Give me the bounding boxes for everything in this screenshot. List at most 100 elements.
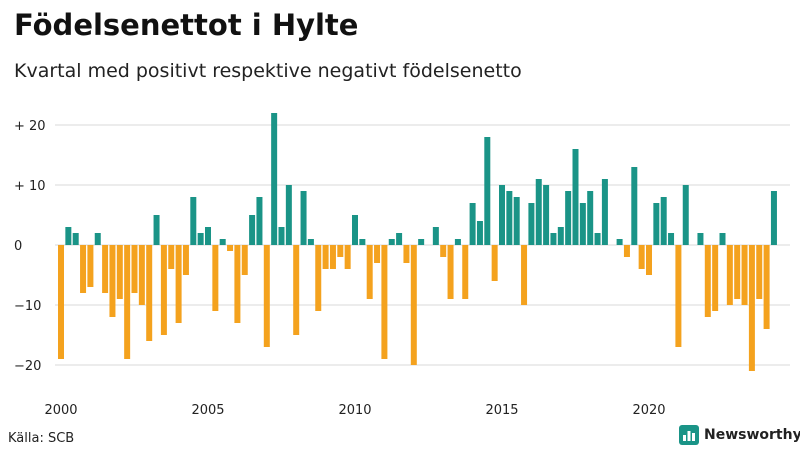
bar xyxy=(565,191,572,245)
bar xyxy=(396,233,403,245)
bar xyxy=(374,245,381,263)
brand-name: Newsworthy xyxy=(704,427,800,443)
bar xyxy=(734,245,741,299)
bar xyxy=(499,185,505,245)
bar xyxy=(249,215,256,245)
bar xyxy=(87,245,94,287)
bar xyxy=(660,197,667,245)
bar xyxy=(418,239,425,245)
x-tick-label: 2005 xyxy=(191,403,224,418)
bar xyxy=(572,149,579,245)
bar xyxy=(513,197,520,245)
bar xyxy=(579,203,586,245)
bar xyxy=(315,245,322,311)
x-tick-label: 2010 xyxy=(338,403,371,418)
x-tick-label: 2020 xyxy=(632,403,665,418)
source-note: Källa: SCB xyxy=(8,431,75,446)
bar xyxy=(263,245,270,347)
bar xyxy=(278,227,285,245)
bar xyxy=(623,245,630,257)
bar xyxy=(344,245,351,269)
bar xyxy=(205,227,211,245)
bar xyxy=(506,191,513,245)
bar xyxy=(359,239,366,245)
bar xyxy=(293,245,300,335)
bar xyxy=(528,203,535,245)
bar xyxy=(197,233,204,245)
bar xyxy=(403,245,410,263)
bar xyxy=(550,233,557,245)
bar xyxy=(675,245,682,347)
bar xyxy=(741,245,748,305)
y-axis-labels: + 20 + 10 0 −10 −20 xyxy=(14,119,46,374)
y-tick-label: −20 xyxy=(14,359,41,374)
bar xyxy=(462,245,469,299)
bar xyxy=(175,245,182,323)
bar xyxy=(748,245,755,371)
bar xyxy=(726,245,733,305)
bar xyxy=(770,191,777,245)
chart-title: Födelsenettot i Hylte xyxy=(14,8,359,42)
bar xyxy=(116,245,123,299)
bar xyxy=(388,239,395,245)
bar xyxy=(631,167,638,245)
bar xyxy=(146,245,153,341)
x-tick-label: 2015 xyxy=(485,403,518,418)
bar xyxy=(484,137,491,245)
bar xyxy=(366,245,373,299)
bar xyxy=(102,245,109,293)
x-axis-labels: 2000 2005 2010 2015 2020 xyxy=(44,403,665,418)
bar xyxy=(329,245,336,269)
bar xyxy=(352,215,358,245)
bar xyxy=(601,179,608,245)
bar xyxy=(521,245,528,305)
bar xyxy=(410,245,417,365)
bar xyxy=(653,203,660,245)
bar xyxy=(491,245,498,281)
bar xyxy=(168,245,175,269)
bar xyxy=(307,239,314,245)
bar xyxy=(712,245,719,311)
bar xyxy=(109,245,116,317)
bar xyxy=(256,197,263,245)
bar xyxy=(131,245,138,293)
bar xyxy=(704,245,711,317)
bar xyxy=(543,185,550,245)
bar xyxy=(234,245,241,323)
bars xyxy=(58,113,777,371)
bar xyxy=(160,245,167,335)
bar xyxy=(72,233,79,245)
bar xyxy=(271,113,278,245)
bar xyxy=(594,233,601,245)
bar xyxy=(124,245,131,359)
bar xyxy=(682,185,689,245)
y-tick-label: 0 xyxy=(14,239,22,254)
bar xyxy=(219,239,226,245)
bar xyxy=(241,245,248,275)
bar xyxy=(153,215,160,245)
bar-chart-icon xyxy=(679,425,699,445)
y-tick-label: + 10 xyxy=(14,179,46,194)
bar xyxy=(587,191,594,245)
y-tick-label: + 20 xyxy=(14,119,46,134)
bar xyxy=(337,245,344,257)
bar xyxy=(432,227,439,245)
x-tick-label: 2000 xyxy=(44,403,77,418)
bar xyxy=(535,179,542,245)
bar xyxy=(638,245,645,269)
bar xyxy=(212,245,219,311)
bar xyxy=(440,245,447,257)
bar xyxy=(65,227,72,245)
bar xyxy=(80,245,87,293)
bar xyxy=(697,233,704,245)
bar xyxy=(454,239,461,245)
bar xyxy=(668,233,675,245)
bar xyxy=(447,245,454,299)
bar xyxy=(285,185,292,245)
bar xyxy=(94,233,101,245)
bar xyxy=(138,245,145,305)
chart-subtitle: Kvartal med positivt respektive negativt… xyxy=(14,60,522,82)
bar xyxy=(182,245,189,275)
brand-logo[interactable]: Newsworthy xyxy=(679,425,800,445)
bar xyxy=(476,221,483,245)
